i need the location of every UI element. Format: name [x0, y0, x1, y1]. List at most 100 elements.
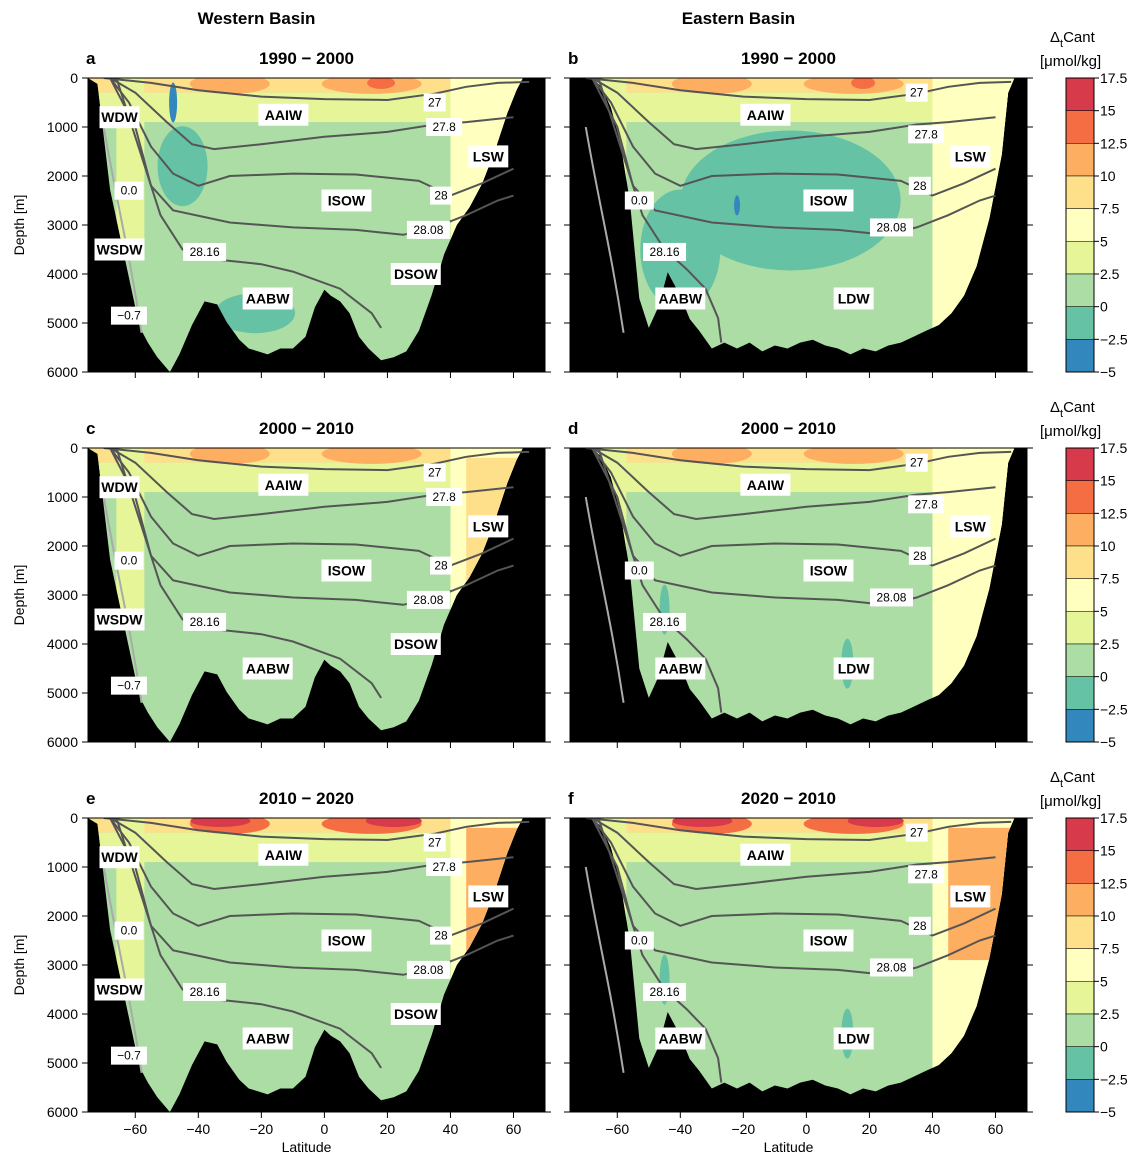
colorbar-tick-label: 5 — [1100, 233, 1108, 249]
isopycnals — [102, 448, 530, 703]
water-mass-label: AABW — [246, 1031, 290, 1047]
colorbar-segment — [1065, 948, 1095, 982]
contour-label-box — [869, 958, 913, 977]
water-mass-label: AAIW — [265, 107, 303, 123]
colorbar-tick-label: 5 — [1100, 973, 1108, 989]
colorbar-tick-label: 12.5 — [1100, 875, 1127, 891]
colorbar-segment — [1065, 480, 1095, 514]
x-tick-label: −40 — [186, 1121, 210, 1137]
colorbar-tick-label: 15 — [1100, 103, 1116, 119]
water-mass-label-box — [321, 189, 372, 212]
colorbar-segment — [1065, 339, 1095, 373]
colorbar-segment — [1065, 709, 1095, 743]
x-tick-label: 0 — [320, 1121, 328, 1137]
water-mass-label-box — [655, 657, 706, 680]
colorbar: 17.5 15 12.5 10 7.5 5 2.5 0 −2.5 −5 ΔtCant [μmol/kg… — [1040, 769, 1128, 1120]
contour-label: 28 — [434, 929, 448, 943]
water-mass-label: AAIW — [265, 477, 303, 493]
surface-patch — [803, 448, 904, 464]
water-mass-label-box — [321, 929, 372, 952]
water-mass-label-box — [833, 1027, 874, 1050]
panel-e: 27 27.8 28 28.08 28.16 0.0 −0.7 WDW AAIW LSW ISOW W… — [11, 789, 551, 1155]
contour-label-box — [114, 921, 144, 940]
colorbar-segment — [1065, 981, 1095, 1015]
water-mass-label-box — [655, 1027, 706, 1050]
water-mass-label-box — [468, 515, 509, 538]
surface-patch — [847, 818, 904, 827]
contour-label-box — [110, 1046, 147, 1065]
temperature-contour — [102, 866, 143, 1073]
contour-label: 0.0 — [121, 184, 138, 198]
colorbar-segment — [1065, 241, 1095, 275]
x-tick-label: 0 — [802, 1121, 810, 1137]
x-tick-label: 40 — [925, 1121, 941, 1137]
water-mass-label: WSDW — [97, 612, 144, 628]
temperature-contour — [584, 496, 625, 703]
water-mass-label: DSOW — [394, 266, 438, 282]
panel-a: 27 27.8 28 28.08 28.16 0.0 −0.7 WDW AAIW LSW ISOW W… — [11, 49, 551, 380]
x-axis-label: Latitude — [764, 1139, 814, 1155]
y-tick-label: 5000 — [47, 685, 78, 701]
contour-label: 27.8 — [432, 120, 456, 134]
colorbar-segment — [1065, 77, 1095, 111]
y-tick-label: 2000 — [47, 538, 78, 554]
contour-label: 28.16 — [650, 615, 680, 629]
water-mass-label-box — [390, 633, 441, 655]
water-mass-label: AAIW — [265, 847, 303, 863]
negative-patch — [169, 82, 178, 123]
temperature-contour — [584, 866, 625, 1073]
contour-label-box — [426, 118, 463, 136]
isopycnal-line — [103, 78, 530, 102]
contour-label: 0.0 — [121, 924, 138, 938]
contour-label-box — [908, 546, 931, 565]
water-mass-label-box — [468, 885, 509, 908]
contour-label: 28 — [913, 919, 927, 933]
contour-label-box — [429, 556, 452, 575]
y-tick-label: 2000 — [47, 908, 78, 924]
colorbar-tick-label: −2.5 — [1100, 331, 1128, 347]
water-mass-label: LSW — [473, 888, 505, 904]
column-title: Western Basin — [198, 9, 316, 28]
panel-f: 27 27.8 28 28.08 28.16 0.0 AAIW LSW ISOW AABW LDW f… — [564, 789, 1033, 1155]
contour-label-box — [908, 865, 945, 884]
contour-label-box — [429, 186, 452, 205]
water-mass-label-box — [390, 263, 441, 285]
colorbar-tick-label: 2.5 — [1100, 636, 1120, 652]
water-mass-label: DSOW — [394, 636, 438, 652]
contour-label: −0.7 — [117, 679, 141, 693]
colorbar-segment — [1065, 676, 1095, 710]
colorbar-segment — [1065, 817, 1095, 851]
colorbar-tick-label: 17.5 — [1100, 810, 1127, 826]
contour-label: 28 — [913, 179, 927, 193]
temperature-contour — [102, 496, 143, 703]
contour-label: 27.8 — [914, 497, 938, 511]
contour-label-box — [624, 931, 654, 950]
colorbar-segment — [1065, 175, 1095, 209]
surface-patch — [190, 818, 251, 827]
colorbar-unit: [μmol/kg] — [1040, 423, 1101, 440]
water-mass-label: ISOW — [328, 933, 366, 949]
isopycnal-line — [115, 818, 382, 1069]
surface-patch — [672, 818, 733, 827]
x-tick-label: −60 — [123, 1121, 147, 1137]
y-tick-label: 6000 — [47, 1104, 78, 1120]
y-tick-label: 0 — [70, 70, 78, 86]
y-tick-label: 1000 — [47, 119, 78, 135]
contour-label: 0.0 — [631, 564, 648, 578]
x-axis-label: Latitude — [282, 1139, 332, 1155]
contour-label-box — [429, 926, 452, 945]
colorbar-tick-label: 15 — [1100, 473, 1116, 489]
water-mass-label: AAIW — [747, 847, 785, 863]
water-mass-label-box — [390, 1003, 441, 1025]
contour-label-box — [423, 93, 446, 112]
negative-patch — [157, 126, 208, 207]
isopycnal-line — [109, 448, 514, 567]
contour-label-box — [183, 982, 227, 1001]
water-mass-label: LSW — [955, 888, 987, 904]
water-mass-label: WSDW — [97, 242, 144, 258]
water-mass-label: LSW — [955, 148, 987, 164]
colorbar-tick-label: 7.5 — [1100, 201, 1120, 217]
surface-patch — [671, 448, 752, 464]
water-mass-label: ISOW — [810, 563, 848, 579]
water-mass-label-box — [803, 189, 854, 212]
